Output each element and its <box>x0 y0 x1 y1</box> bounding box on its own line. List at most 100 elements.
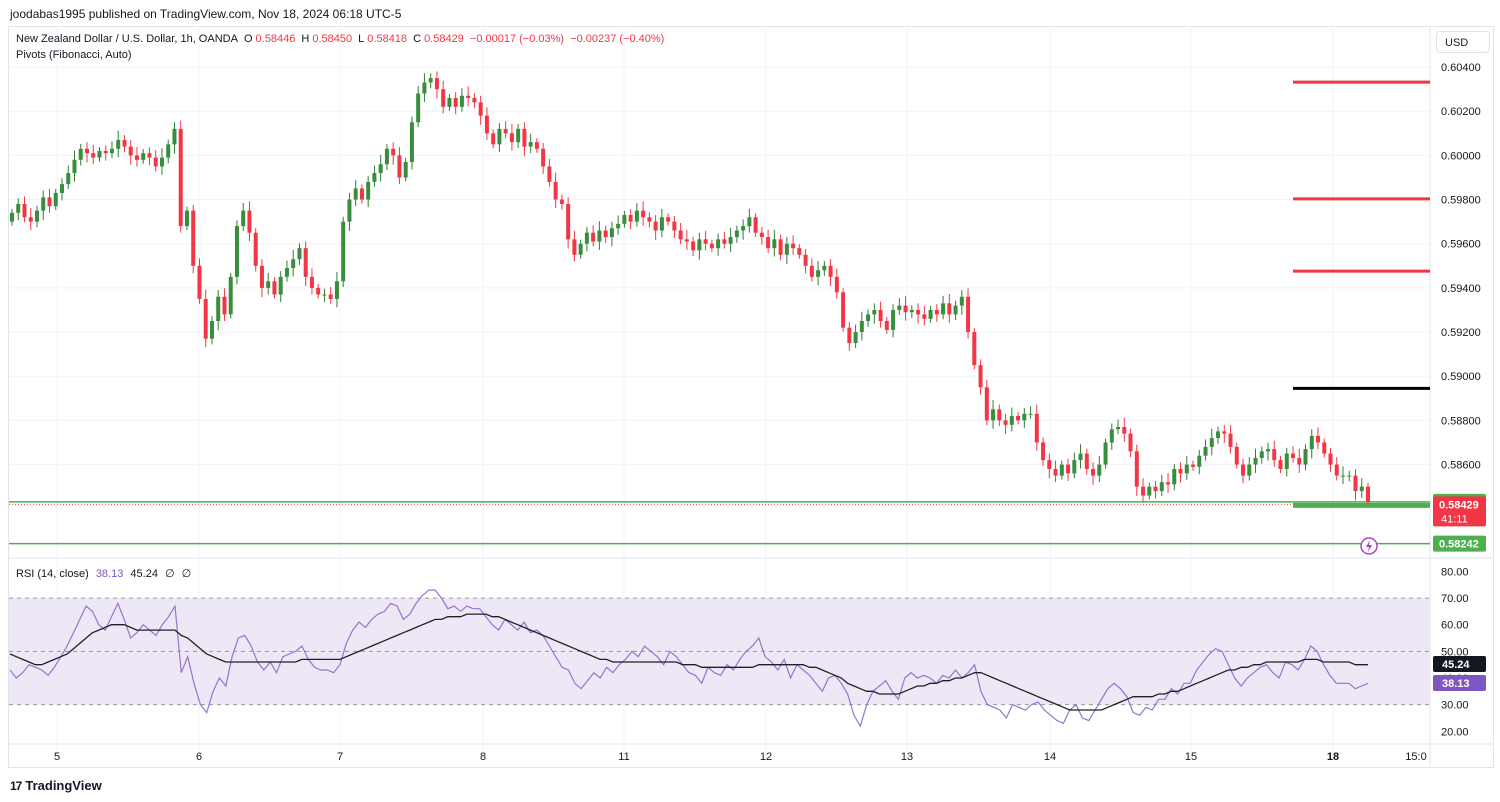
candle-body <box>72 159 77 174</box>
candle-body <box>1084 453 1089 469</box>
candle-body <box>166 144 171 158</box>
candle-body <box>1203 446 1208 456</box>
time-tick-label: 11 <box>618 751 629 763</box>
candle-body <box>497 128 502 145</box>
candle-body <box>172 128 177 145</box>
candle-body <box>322 294 327 296</box>
candle-body <box>991 409 996 421</box>
candle-body <box>1172 468 1177 485</box>
candle-body <box>103 150 108 154</box>
candle-body <box>853 332 858 344</box>
candle-body <box>684 239 689 242</box>
candle-body <box>184 210 189 227</box>
candle-body <box>97 150 102 158</box>
candle-body <box>541 148 546 167</box>
pivots-indicator-label[interactable]: Pivots (Fibonacci, Auto) <box>16 49 132 61</box>
candle-body <box>841 292 846 328</box>
candle-body <box>584 232 589 244</box>
rsi-band <box>9 598 1430 705</box>
candle-body <box>478 102 483 116</box>
rsi-tick-label: 20.00 <box>1441 726 1469 738</box>
candle-body <box>228 276 233 315</box>
candle-body <box>1234 446 1239 465</box>
candle-body <box>91 153 96 158</box>
symbol-legend: New Zealand Dollar / U.S. Dollar, 1h, OA… <box>16 33 667 45</box>
candle-body <box>116 139 121 149</box>
rsi-legend: RSI (14, close) 38.13 45.24 ∅ ∅ <box>16 567 191 580</box>
time-tick-label: 6 <box>196 751 202 763</box>
candle-body <box>1003 420 1008 425</box>
candle-body <box>41 197 46 211</box>
candle-body <box>859 321 864 333</box>
candle-body <box>1009 415 1014 425</box>
candle-body <box>709 243 714 249</box>
candle-body <box>59 184 64 193</box>
candle-body <box>291 259 296 269</box>
candle-body <box>1159 482 1164 492</box>
candle-body <box>409 122 414 163</box>
price-tick-label: 0.59400 <box>1441 283 1481 295</box>
candle-body <box>422 82 427 94</box>
candle-body <box>372 173 377 182</box>
candle-body <box>1109 429 1114 443</box>
candle-body <box>1016 415 1021 421</box>
candle-body <box>428 78 433 83</box>
close-label: C <box>413 33 422 45</box>
candle-body <box>753 217 758 233</box>
candle-body <box>928 309 933 319</box>
candle-body <box>941 303 946 315</box>
symbol-name[interactable]: New Zealand Dollar / U.S. Dollar, 1h, OA… <box>16 33 238 45</box>
open-value: 0.58446 <box>255 33 296 45</box>
tradingview-logo[interactable]: 17 TradingView <box>10 778 102 793</box>
alert-lightning-icon <box>1360 537 1378 555</box>
axes: 0.60400 0.60200 0.60000 0.59800 0.59600 0.594… <box>54 62 1486 763</box>
candle-body <box>1259 451 1264 458</box>
candle-body <box>553 181 558 200</box>
price-tick-label: 0.60000 <box>1441 150 1481 162</box>
candle-body <box>822 265 827 271</box>
tradingview-logo-icon: 17 <box>10 778 22 793</box>
candle-body <box>266 281 271 288</box>
time-tick-label: 18 <box>1327 751 1339 763</box>
currency-button[interactable]: USD <box>1436 31 1490 53</box>
candle-body <box>366 181 371 200</box>
candle-body <box>772 239 777 249</box>
candle-body <box>191 210 196 266</box>
candle-body <box>1122 427 1127 434</box>
rsi-tick-label: 60.00 <box>1441 620 1469 632</box>
candle-body <box>1241 464 1246 476</box>
tradingview-brand: TradingView <box>25 778 102 793</box>
candle-body <box>672 221 677 231</box>
rsi-extra-1: ∅ <box>165 568 175 580</box>
candle-body <box>703 239 708 244</box>
chart-frame <box>8 26 1494 768</box>
rsi-title[interactable]: RSI (14, close) <box>16 568 89 580</box>
candle-body <box>247 210 252 233</box>
candle-body <box>347 199 352 222</box>
candle-body <box>384 148 389 165</box>
candle-body <box>1091 468 1096 476</box>
candle-body <box>1353 475 1358 492</box>
price-tick-label: 0.59600 <box>1441 239 1481 251</box>
candle-body <box>641 210 646 218</box>
candle-body <box>28 217 33 222</box>
candle-body <box>959 296 964 306</box>
candle-body <box>1366 486 1370 503</box>
candle-body <box>603 230 608 238</box>
candle-body <box>1116 427 1121 430</box>
candle-body <box>1341 475 1346 477</box>
rsi-ma-line <box>9 613 1368 711</box>
candle-body <box>759 232 764 238</box>
time-tick-label: 14 <box>1044 751 1056 763</box>
candle-body <box>1053 468 1058 476</box>
candle-body <box>484 115 489 134</box>
change-value: −0.00017 (−0.03%) <box>469 33 565 45</box>
candle-body <box>866 314 871 322</box>
rsi-tick-label: 80.00 <box>1441 566 1469 578</box>
candle-body <box>722 239 727 244</box>
candles <box>10 71 1370 507</box>
candle-body <box>809 265 814 277</box>
rsi-value-text: 38.13 <box>1442 678 1470 690</box>
candle-body <box>278 276 283 295</box>
